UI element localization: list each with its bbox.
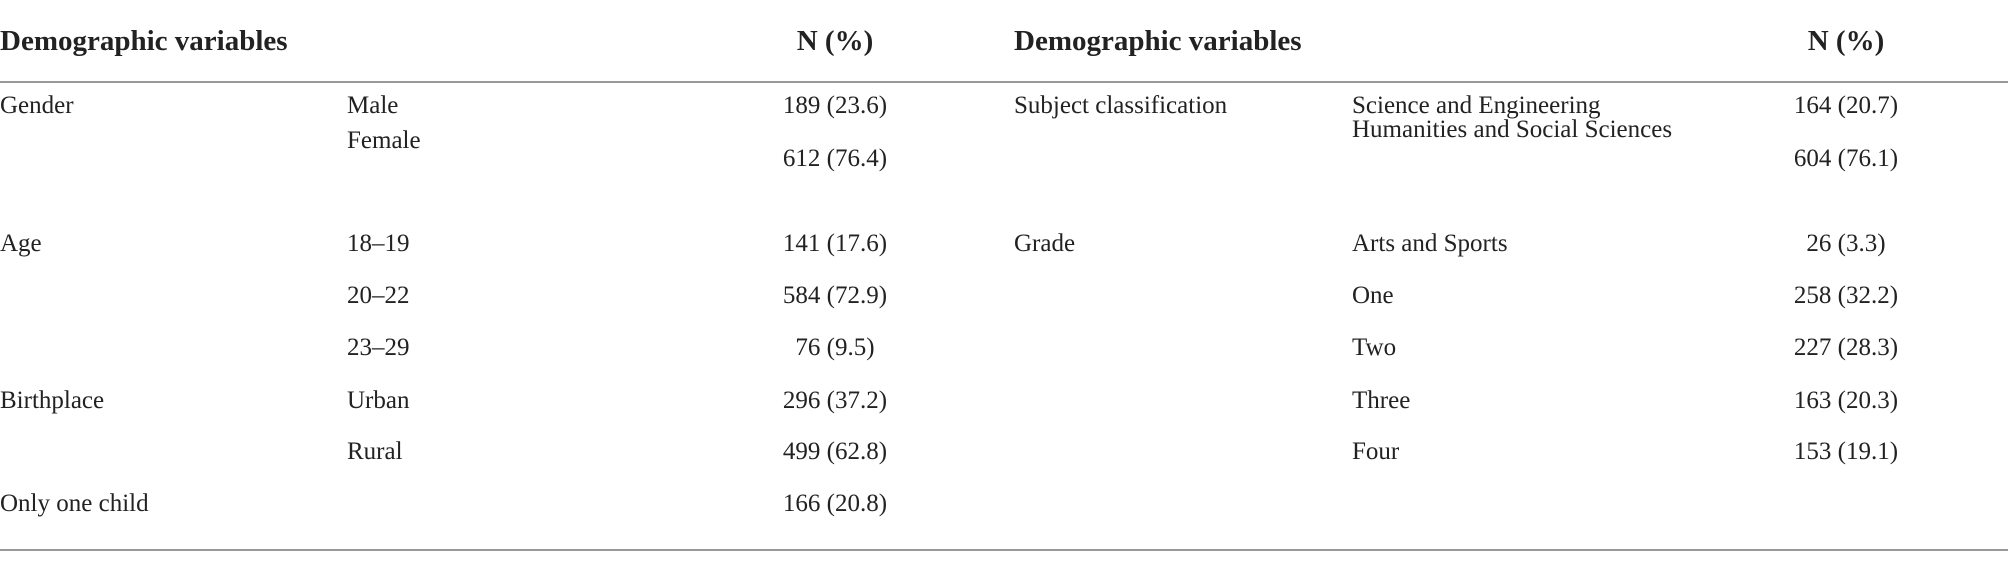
count-cell: 166 (20.8) [782, 490, 888, 517]
level-label: Urban [347, 387, 410, 414]
variable-label: Grade [1014, 230, 1076, 257]
count-cell: 76 (9.5) [795, 334, 875, 361]
level-label: Humanities and Social Sciences [1352, 116, 1673, 143]
header-title: Demographic variables [1014, 25, 1302, 57]
count-cell: 153 (19.1) [1793, 438, 1899, 465]
level-label: Three [1352, 387, 1411, 414]
count-cell: 296 (37.2) [782, 387, 888, 414]
variable-label: Subject classification [1014, 92, 1228, 119]
header-rule [0, 81, 2008, 83]
level-label: Male [347, 92, 399, 119]
level-label: Two [1352, 334, 1397, 361]
count-cell: 189 (23.6) [782, 92, 888, 119]
level-label: Rural [347, 438, 403, 465]
level-label: 23–29 [347, 334, 410, 361]
count-cell: 141 (17.6) [782, 230, 888, 257]
count-cell: 612 (76.4) [782, 145, 888, 172]
count-cell: 227 (28.3) [1793, 334, 1899, 361]
variable-label: Gender [0, 92, 74, 119]
level-label: Female [347, 127, 421, 154]
level-label: Arts and Sports [1352, 230, 1508, 257]
count-cell: 258 (32.2) [1793, 282, 1899, 309]
header-n: N (%) [1807, 25, 1885, 57]
count-cell: 584 (72.9) [782, 282, 888, 309]
count-cell: 163 (20.3) [1793, 387, 1899, 414]
header-n: N (%) [796, 25, 874, 57]
variable-label: Only one child [0, 490, 149, 517]
count-cell: 164 (20.7) [1793, 92, 1899, 119]
level-label: One [1352, 282, 1394, 309]
level-label: 18–19 [347, 230, 410, 257]
variable-label: Age [0, 230, 42, 257]
level-label: 20–22 [347, 282, 410, 309]
bottom-rule [0, 549, 2008, 551]
count-cell: 604 (76.1) [1793, 145, 1899, 172]
variable-label: Birthplace [0, 387, 105, 414]
level-label: Four [1352, 438, 1400, 465]
level-label: Science and Engineering [1352, 92, 1601, 119]
header-title: Demographic variables [0, 25, 288, 57]
count-cell: 26 (3.3) [1806, 230, 1886, 257]
count-cell: 499 (62.8) [782, 438, 888, 465]
